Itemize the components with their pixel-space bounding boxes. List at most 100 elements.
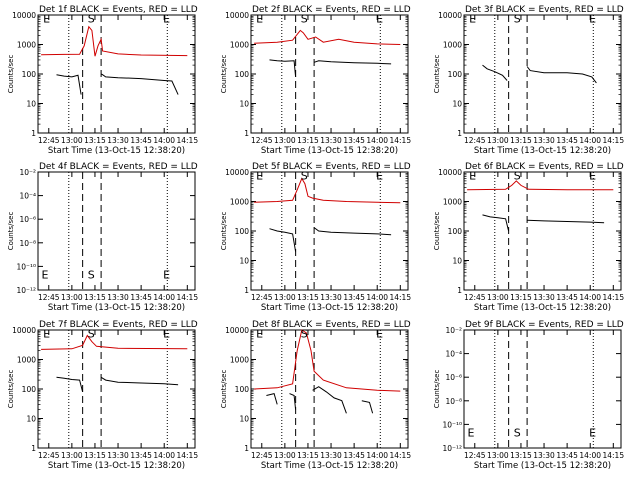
panel-title: Det 9f BLACK = Events, RED = LLD: [465, 320, 624, 330]
x-tick-label: 14:00: [366, 451, 388, 460]
y-tick-label: 10000: [12, 326, 36, 335]
x-tick-label: 13:30: [107, 293, 129, 302]
x-axis-label: Start Time (13-Oct-15 12:38:20): [474, 461, 611, 471]
x-tick-label: 13:30: [320, 136, 342, 145]
panel-det-6: Det 6f BLACK = Events, RED = LLD 1 10 100 10…: [433, 162, 624, 313]
y-tick-label: 1: [244, 286, 249, 295]
y-tick-label: 1000: [17, 356, 36, 365]
marker-letter: E: [256, 327, 263, 340]
y-axis-label: Counts/sec: [220, 370, 228, 409]
x-tick-label: 12:45: [464, 136, 486, 145]
panel-det-3: Det 3f BLACK = Events, RED = LLD 1 10 100 10…: [433, 5, 624, 156]
y-tick-label: 100: [235, 70, 250, 79]
marker-letter: S: [301, 327, 308, 340]
y-tick-label: 100: [448, 227, 463, 236]
x-tick-label: 12:45: [464, 293, 486, 302]
y-tick-label: 1: [244, 129, 249, 138]
y-axis-label: Counts/sec: [220, 212, 228, 251]
x-tick-label: 12:45: [38, 293, 60, 302]
y-tick-label: 10: [239, 415, 249, 424]
x-tick-label: 14:15: [602, 293, 624, 302]
x-tick-label: 13:45: [556, 293, 578, 302]
x-tick-label: 13:30: [320, 293, 342, 302]
x-tick-label: 13:00: [487, 136, 509, 145]
events-series-line: [482, 214, 510, 232]
events-series-line: [312, 386, 347, 414]
marker-letter: E: [589, 427, 596, 440]
x-axis-label: Start Time (13-Oct-15 12:38:20): [474, 146, 611, 156]
y-tick-label: 10: [239, 257, 249, 266]
x-tick-label: 12:45: [38, 136, 60, 145]
panel-title: Det 3f BLACK = Events, RED = LLD: [465, 5, 624, 15]
plot-frame: [463, 14, 622, 134]
y-tick-label: 100: [235, 385, 250, 394]
x-tick-label: 14:00: [153, 293, 175, 302]
x-tick-label: 13:15: [84, 293, 106, 302]
x-tick-label: 14:00: [366, 293, 388, 302]
x-tick-label: 14:00: [153, 451, 175, 460]
x-tick-label: 14:15: [389, 136, 411, 145]
x-tick-label: 14:00: [153, 136, 175, 145]
x-tick-label: 13:45: [343, 451, 365, 460]
panel-det-1: Det 1f BLACK = Events, RED = LLD 1 10 100 10…: [7, 5, 198, 156]
x-tick-label: 13:15: [297, 136, 319, 145]
plot-frame: [463, 329, 622, 449]
x-tick-label: 13:15: [510, 293, 532, 302]
events-series-line: [56, 376, 84, 393]
events-series-line: [289, 393, 297, 410]
events-series-line: [526, 66, 597, 84]
y-axis-label: Counts/sec: [433, 370, 441, 409]
y-tick-label: 10000: [12, 11, 36, 20]
panel-title: Det 2f BLACK = Events, RED = LLD: [252, 5, 411, 15]
marker-letter: S: [301, 169, 308, 182]
x-tick-label: 14:15: [602, 451, 624, 460]
marker-letter: E: [43, 327, 50, 340]
y-axis-label: Counts/sec: [7, 212, 15, 251]
marker-letter: E: [376, 169, 383, 182]
x-tick-label: 14:00: [579, 293, 601, 302]
marker-letter: S: [88, 269, 95, 282]
events-series-line: [313, 227, 392, 236]
y-tick-label: 1: [457, 286, 462, 295]
plot-frame: [250, 329, 409, 449]
panel-det-9: Det 9f BLACK = Events, RED = LLD 10⁻¹² 10⁻…: [433, 320, 624, 471]
events-series-line: [482, 64, 508, 81]
x-tick-label: 13:15: [84, 136, 106, 145]
events-series-line: [269, 228, 297, 252]
x-tick-label: 13:00: [61, 293, 83, 302]
x-axis-label: Start Time (13-Oct-15 12:38:20): [48, 303, 185, 313]
y-tick-label: 10: [26, 100, 36, 109]
x-tick-label: 13:00: [274, 451, 296, 460]
panel-title: Det 5f BLACK = Events, RED = LLD: [252, 162, 411, 172]
y-tick-label: 10⁻¹²: [442, 444, 462, 453]
y-tick-label: 10000: [438, 168, 462, 177]
y-tick-label: 10: [452, 257, 462, 266]
marker-letter: S: [514, 12, 521, 25]
y-tick-label: 10⁻²: [19, 168, 36, 177]
x-tick-label: 14:00: [579, 451, 601, 460]
x-tick-label: 13:45: [556, 136, 578, 145]
y-tick-label: 1000: [230, 356, 249, 365]
panel-title: Det 1f BLACK = Events, RED = LLD: [39, 5, 198, 15]
x-tick-label: 14:15: [176, 293, 198, 302]
panel-title: Det 6f BLACK = Events, RED = LLD: [465, 162, 624, 172]
x-tick-label: 13:00: [487, 293, 509, 302]
x-axis-label: Start Time (13-Oct-15 12:38:20): [48, 461, 185, 471]
x-tick-label: 13:00: [274, 293, 296, 302]
x-axis-label: Start Time (13-Oct-15 12:38:20): [48, 146, 185, 156]
marker-letter: S: [301, 12, 308, 25]
y-tick-label: 10: [239, 100, 249, 109]
x-tick-label: 13:45: [130, 136, 152, 145]
marker-letter: S: [88, 12, 95, 25]
y-tick-label: 10⁻⁴: [445, 350, 462, 359]
y-tick-label: 100: [448, 70, 463, 79]
x-tick-label: 13:00: [61, 451, 83, 460]
x-tick-label: 14:15: [389, 293, 411, 302]
marker-letter: E: [469, 12, 476, 25]
y-tick-label: 10: [452, 100, 462, 109]
lld-series-line: [41, 334, 188, 350]
panel-det-7: Det 7f BLACK = Events, RED = LLD 1 10 100 10…: [7, 320, 198, 471]
y-tick-label: 10⁻⁸: [445, 397, 462, 406]
marker-letter: E: [256, 12, 263, 25]
marker-letter: E: [42, 269, 49, 282]
